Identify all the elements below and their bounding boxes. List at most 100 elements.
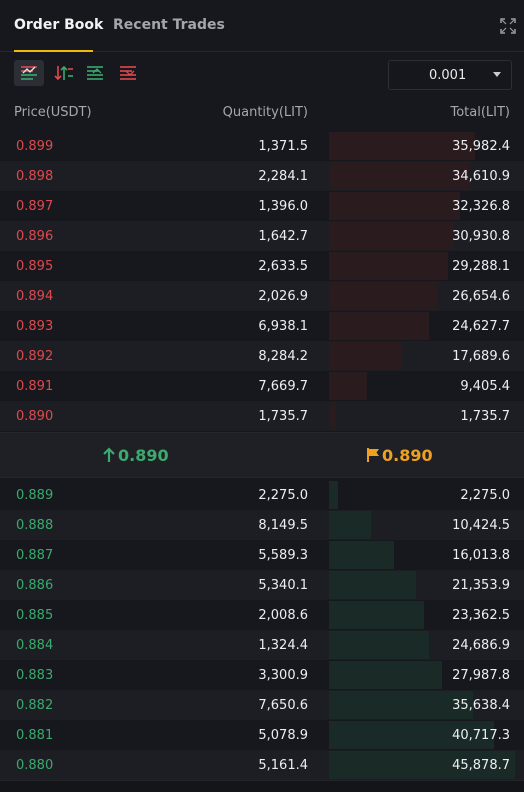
row-quantity: 8,284.2 <box>258 349 308 364</box>
row-total: 23,362.5 <box>452 608 510 623</box>
column-header-total: Total(LIT) <box>450 105 510 120</box>
row-quantity: 7,650.6 <box>258 698 308 713</box>
bid-row[interactable]: 0.888 8,149.5 10,424.5 <box>0 510 524 540</box>
depth-bar <box>329 481 338 509</box>
view-buy-sell-button[interactable] <box>49 60 79 86</box>
row-total: 27,987.8 <box>452 668 510 683</box>
precision-select[interactable]: 0.001 <box>388 60 512 90</box>
row-price: 0.894 <box>16 289 54 304</box>
row-price: 0.891 <box>16 379 54 394</box>
bid-row[interactable]: 0.887 5,589.3 16,013.8 <box>0 540 524 570</box>
precision-value: 0.001 <box>429 68 467 83</box>
tab-order-book[interactable]: Order Book <box>14 17 104 33</box>
view-bids-only-button[interactable] <box>80 60 110 86</box>
mark-price[interactable]: 0.890 <box>366 446 433 467</box>
bid-row[interactable]: 0.880 5,161.4 45,878.7 <box>0 750 524 780</box>
row-total: 30,930.8 <box>452 229 510 244</box>
depth-bar <box>329 571 416 599</box>
depth-bar <box>329 222 454 250</box>
row-total: 24,627.7 <box>452 319 510 334</box>
row-total: 17,689.6 <box>452 349 510 364</box>
bid-row[interactable]: 0.884 1,324.4 24,686.9 <box>0 630 524 660</box>
row-price: 0.883 <box>16 668 54 683</box>
row-price: 0.887 <box>16 548 54 563</box>
ask-row[interactable]: 0.891 7,669.7 9,405.4 <box>0 371 524 401</box>
ask-row[interactable]: 0.890 1,735.7 1,735.7 <box>0 401 524 431</box>
row-quantity: 2,275.0 <box>258 488 308 503</box>
last-price-value: 0.890 <box>118 446 169 465</box>
row-price: 0.884 <box>16 638 54 653</box>
depth-bar <box>329 252 448 280</box>
flag-icon <box>366 447 380 467</box>
row-quantity: 1,396.0 <box>258 199 308 214</box>
depth-bar <box>329 132 475 160</box>
ask-row[interactable]: 0.895 2,633.5 29,288.1 <box>0 251 524 281</box>
depth-bar <box>329 162 469 190</box>
ask-row[interactable]: 0.899 1,371.5 35,982.4 <box>0 131 524 161</box>
row-quantity: 6,938.1 <box>258 319 308 334</box>
row-total: 24,686.9 <box>452 638 510 653</box>
row-quantity: 8,149.5 <box>258 518 308 533</box>
row-quantity: 5,161.4 <box>258 758 308 773</box>
panel-footer-divider <box>0 780 524 792</box>
mark-price-value: 0.890 <box>382 446 433 465</box>
bid-row[interactable]: 0.882 7,650.6 35,638.4 <box>0 690 524 720</box>
row-total: 9,405.4 <box>460 379 510 394</box>
chevron-down-icon <box>493 72 501 77</box>
row-price: 0.893 <box>16 319 54 334</box>
row-quantity: 5,340.1 <box>258 578 308 593</box>
ask-row[interactable]: 0.896 1,642.7 30,930.8 <box>0 221 524 251</box>
row-price: 0.890 <box>16 409 54 424</box>
depth-bar <box>329 661 442 689</box>
ask-row[interactable]: 0.893 6,938.1 24,627.7 <box>0 311 524 341</box>
row-price: 0.882 <box>16 698 54 713</box>
bid-row[interactable]: 0.885 2,008.6 23,362.5 <box>0 600 524 630</box>
arrow-up-icon <box>102 447 116 467</box>
row-price: 0.889 <box>16 488 54 503</box>
ask-row[interactable]: 0.898 2,284.1 34,610.9 <box>0 161 524 191</box>
row-quantity: 1,642.7 <box>258 229 308 244</box>
view-asks-only-button[interactable] <box>113 60 143 86</box>
row-price: 0.896 <box>16 229 54 244</box>
row-quantity: 5,078.9 <box>258 728 308 743</box>
row-total: 21,353.9 <box>452 578 510 593</box>
active-tab-indicator <box>14 50 93 52</box>
row-price: 0.899 <box>16 139 54 154</box>
tab-recent-trades[interactable]: Recent Trades <box>113 17 225 33</box>
depth-bar <box>329 751 515 779</box>
bid-row[interactable]: 0.889 2,275.0 2,275.0 <box>0 480 524 510</box>
row-quantity: 2,008.6 <box>258 608 308 623</box>
row-quantity: 7,669.7 <box>258 379 308 394</box>
row-total: 1,735.7 <box>460 409 510 424</box>
column-header-price: Price(USDT) <box>14 105 92 120</box>
depth-bar <box>329 282 437 310</box>
tab-bar: Order Book Recent Trades <box>0 0 524 52</box>
asks-list: 0.899 1,371.5 35,982.4 0.898 2,284.1 34,610.9… <box>0 131 524 431</box>
depth-bar <box>329 342 401 370</box>
row-price: 0.885 <box>16 608 54 623</box>
row-quantity: 1,324.4 <box>258 638 308 653</box>
bid-row[interactable]: 0.886 5,340.1 21,353.9 <box>0 570 524 600</box>
depth-bar <box>329 511 371 539</box>
expand-icon[interactable] <box>500 18 516 34</box>
ask-row[interactable]: 0.897 1,396.0 32,326.8 <box>0 191 524 221</box>
depth-bar <box>329 601 424 629</box>
row-price: 0.880 <box>16 758 54 773</box>
row-price: 0.886 <box>16 578 54 593</box>
bid-row[interactable]: 0.883 3,300.9 27,987.8 <box>0 660 524 690</box>
row-quantity: 2,026.9 <box>258 289 308 304</box>
row-total: 45,878.7 <box>452 758 510 773</box>
row-total: 35,638.4 <box>452 698 510 713</box>
row-price: 0.892 <box>16 349 54 364</box>
view-both-sides-button[interactable] <box>14 60 44 86</box>
row-quantity: 1,735.7 <box>258 409 308 424</box>
last-price[interactable]: 0.890 <box>102 446 169 467</box>
row-price: 0.895 <box>16 259 54 274</box>
ask-row[interactable]: 0.892 8,284.2 17,689.6 <box>0 341 524 371</box>
row-total: 29,288.1 <box>452 259 510 274</box>
row-total: 16,013.8 <box>452 548 510 563</box>
bid-row[interactable]: 0.881 5,078.9 40,717.3 <box>0 720 524 750</box>
bids-list: 0.889 2,275.0 2,275.0 0.888 8,149.5 10,424.5 0… <box>0 480 524 780</box>
ask-row[interactable]: 0.894 2,026.9 26,654.6 <box>0 281 524 311</box>
